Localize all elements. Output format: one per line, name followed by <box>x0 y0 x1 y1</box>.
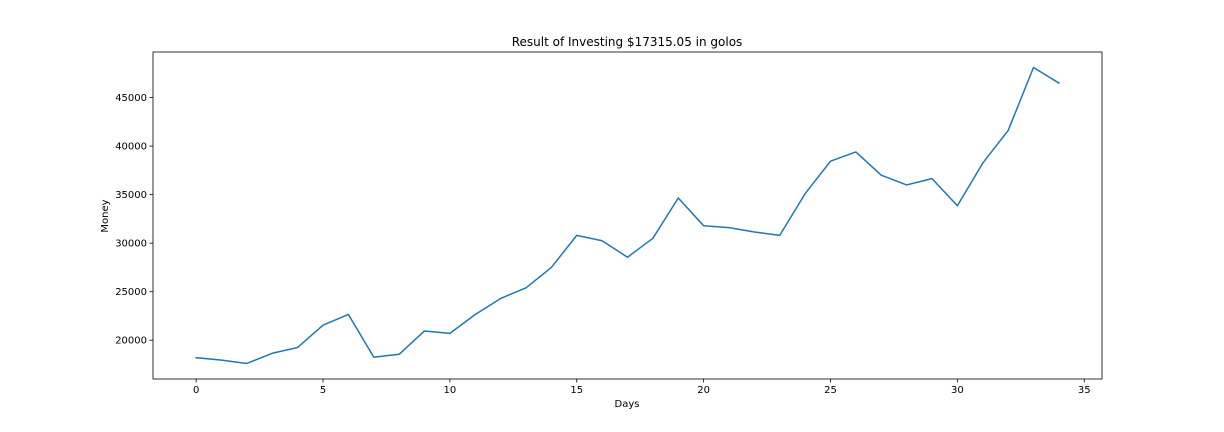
y-tick-label-45000: 45000 <box>115 93 147 104</box>
x-tick-label-20: 20 <box>697 385 710 396</box>
plot-frame <box>152 51 1103 380</box>
x-tick-label-30: 30 <box>951 385 964 396</box>
y-tick-label-40000: 40000 <box>115 142 147 153</box>
y-axis-label: Money <box>100 199 111 232</box>
plot-area: 0 5 10 15 20 25 30 35 20000 25000 30000 35000 40000 4… <box>115 51 1103 396</box>
y-tick-label-25000: 25000 <box>115 287 147 298</box>
x-tick-label-5: 5 <box>320 385 326 396</box>
x-tick-label-25: 25 <box>824 385 837 396</box>
x-tick-label-10: 10 <box>444 385 457 396</box>
chart-title: Result of Investing $17315.05 in golos <box>512 35 743 49</box>
x-tick-label-35: 35 <box>1078 385 1091 396</box>
series-line-0 <box>195 66 1060 365</box>
x-axis-label: Days <box>615 399 640 410</box>
x-tick-label-15: 15 <box>570 385 583 396</box>
x-tick-label-0: 0 <box>193 385 199 396</box>
y-tick-label-35000: 35000 <box>115 190 147 201</box>
y-tick-label-20000: 20000 <box>115 336 147 347</box>
y-tick-label-30000: 30000 <box>115 239 147 250</box>
